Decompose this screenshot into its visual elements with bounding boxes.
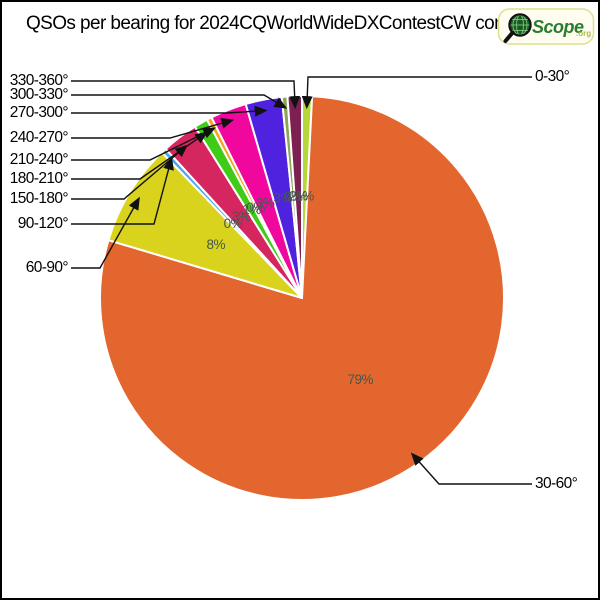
percent-label-180-210: 1%: [242, 202, 261, 217]
bearing-label-150-180: 150-180°: [10, 190, 69, 207]
percent-label-210-240: 0%: [246, 200, 265, 215]
leader-line-180-210: [71, 131, 209, 180]
leader-line-300-330: [71, 94, 288, 109]
leader-line-150-180: [71, 144, 189, 200]
leader-line-0-30: [301, 76, 532, 110]
pie-slices: [98, 94, 505, 501]
leader-line-330-360: [71, 80, 301, 110]
magnifier-handle: [503, 30, 515, 43]
bearing-label-300-330: 300-330°: [10, 86, 69, 103]
logo-suffix: .org: [576, 29, 591, 38]
logo-text: Scope: [532, 17, 584, 37]
magnifier-globe-icon: [503, 13, 532, 43]
bearing-label-180-210: 180-210°: [10, 170, 69, 187]
qscope-logo-graphic: Scope .org: [497, 8, 595, 45]
leader-line-270-300: [71, 105, 268, 117]
percent-label-60-90: 8%: [207, 237, 226, 252]
percent-label-90-120: 0%: [224, 216, 243, 231]
bearing-label-270-300: 270-300°: [10, 104, 69, 121]
leader-lines: [71, 76, 532, 485]
bearing-label-60-90: 60-90°: [26, 259, 69, 276]
leader-line-210-240: [71, 127, 217, 161]
pie-slice-60-90: [107, 151, 303, 299]
percent-label-240-270: 3%: [256, 196, 275, 211]
percent-label-270-300: 3%: [274, 190, 293, 205]
leader-line-30-60: [410, 452, 532, 485]
bearing-label-240-270: 240-270°: [10, 129, 69, 146]
bearing-label-0-30: 0-30°: [535, 68, 570, 85]
bearing-label-210-240: 210-240°: [10, 151, 69, 168]
leader-line-90-120: [71, 156, 174, 225]
percent-label-300-330: 0%: [284, 189, 303, 204]
percent-labels: 1%79%8%0%3%1%0%3% 3%0%2%: [207, 189, 375, 388]
percent-label-0-30: 1%: [295, 189, 314, 204]
percent-label-30-60: 79%: [348, 372, 374, 387]
bearing-label-30-60: 30-60°: [535, 475, 578, 492]
percent-label-330-360: 2%: [289, 189, 308, 204]
leader-line-60-90: [71, 196, 140, 269]
percent-label-150-180: 3%: [232, 209, 251, 224]
qscope-logo[interactable]: Scope .org: [497, 7, 595, 46]
bearing-label-330-360: 330-360°: [10, 72, 69, 89]
bearing-label-90-120: 90-120°: [18, 215, 69, 232]
bearing-labels: 0-30° 30-60° 60-90° 90-120° 150-180° 180-210°…: [10, 68, 579, 492]
chart-title: QSOs per bearing for 2024CQWorldWideDXCo…: [26, 13, 499, 34]
leader-line-240-270: [71, 117, 235, 139]
